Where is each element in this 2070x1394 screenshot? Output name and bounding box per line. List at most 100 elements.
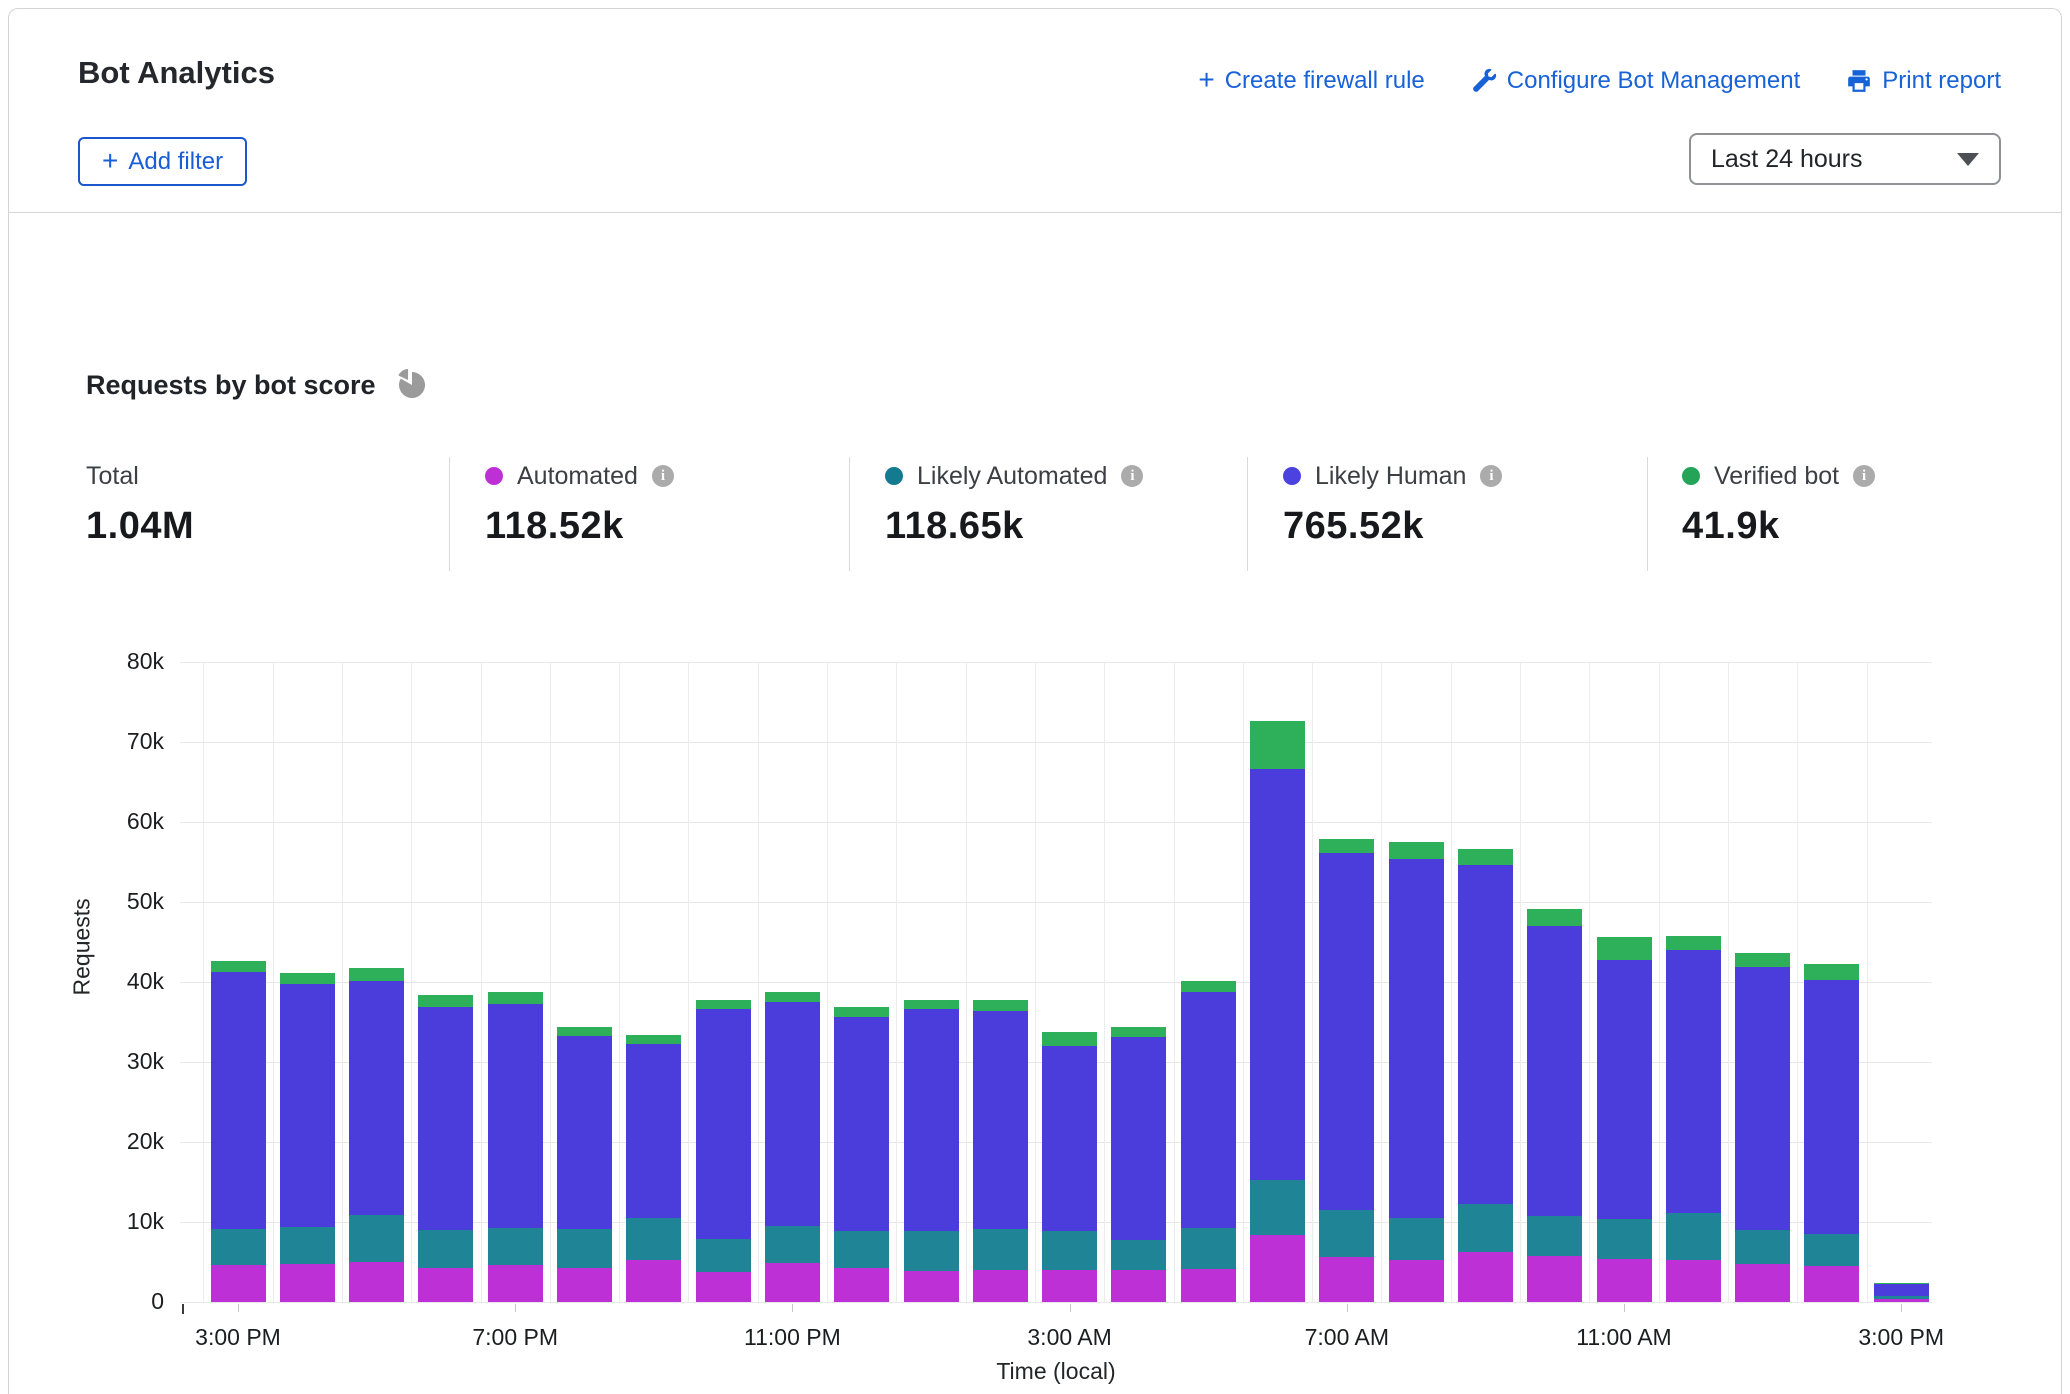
bar-segment-likely-human[interactable]	[765, 1002, 820, 1226]
bar-segment-likely-automated[interactable]	[349, 1215, 404, 1262]
bar-segment-verified-bot[interactable]	[1458, 849, 1513, 865]
bar-segment-likely-human[interactable]	[904, 1009, 959, 1231]
bar-segment-likely-human[interactable]	[626, 1044, 681, 1218]
bar-segment-verified-bot[interactable]	[1527, 909, 1582, 926]
bar-segment-verified-bot[interactable]	[1250, 721, 1305, 769]
bar-segment-likely-automated[interactable]	[1527, 1216, 1582, 1255]
bar-segment-likely-automated[interactable]	[1666, 1213, 1721, 1259]
bar-segment-likely-human[interactable]	[696, 1009, 751, 1239]
bar-segment-likely-automated[interactable]	[1458, 1204, 1513, 1252]
bar-segment-verified-bot[interactable]	[1874, 1283, 1929, 1284]
bar-segment-automated[interactable]	[1458, 1252, 1513, 1302]
bar-segment-automated[interactable]	[349, 1262, 404, 1302]
bar-segment-verified-bot[interactable]	[349, 968, 404, 981]
bar-segment-likely-automated[interactable]	[1042, 1231, 1097, 1270]
bar-segment-likely-automated[interactable]	[1111, 1240, 1166, 1270]
info-icon[interactable]: i	[652, 465, 674, 487]
bar-segment-likely-automated[interactable]	[1597, 1219, 1652, 1259]
bar-segment-automated[interactable]	[904, 1271, 959, 1302]
bar-segment-verified-bot[interactable]	[834, 1007, 889, 1017]
bar-segment-automated[interactable]	[696, 1272, 751, 1302]
bar-segment-automated[interactable]	[1111, 1270, 1166, 1302]
info-icon[interactable]: i	[1121, 465, 1143, 487]
bar-segment-likely-automated[interactable]	[211, 1229, 266, 1265]
bar-segment-verified-bot[interactable]	[904, 1000, 959, 1010]
bar-segment-automated[interactable]	[557, 1268, 612, 1302]
info-icon[interactable]: i	[1853, 465, 1875, 487]
bar-segment-likely-human[interactable]	[1458, 865, 1513, 1203]
bar-segment-automated[interactable]	[1319, 1257, 1374, 1302]
bar-segment-automated[interactable]	[834, 1268, 889, 1302]
add-filter-button[interactable]: + Add filter	[78, 137, 247, 186]
bar-segment-likely-human[interactable]	[1527, 926, 1582, 1216]
bar-segment-likely-human[interactable]	[1804, 980, 1859, 1234]
bar-segment-likely-automated[interactable]	[280, 1227, 335, 1265]
bar-segment-likely-human[interactable]	[973, 1011, 1028, 1229]
bar-segment-likely-human[interactable]	[834, 1017, 889, 1231]
bar-segment-automated[interactable]	[418, 1268, 473, 1302]
bar-segment-likely-automated[interactable]	[904, 1231, 959, 1271]
bar-segment-automated[interactable]	[488, 1265, 543, 1302]
bar-segment-likely-automated[interactable]	[418, 1230, 473, 1268]
bar-segment-likely-human[interactable]	[280, 984, 335, 1226]
bar-segment-automated[interactable]	[626, 1260, 681, 1302]
bar-segment-automated[interactable]	[1666, 1260, 1721, 1302]
bar-segment-likely-automated[interactable]	[1874, 1296, 1929, 1298]
bar-segment-likely-human[interactable]	[1874, 1284, 1929, 1297]
bar-segment-verified-bot[interactable]	[1597, 937, 1652, 960]
bar-segment-likely-human[interactable]	[1250, 769, 1305, 1180]
bar-segment-automated[interactable]	[280, 1264, 335, 1302]
bar-segment-likely-automated[interactable]	[488, 1228, 543, 1265]
bar-segment-verified-bot[interactable]	[1181, 981, 1236, 991]
time-range-select[interactable]: Last 24 hours	[1689, 133, 2001, 185]
bar-segment-likely-human[interactable]	[1597, 960, 1652, 1218]
bar-segment-automated[interactable]	[1181, 1269, 1236, 1302]
bar-segment-likely-automated[interactable]	[1250, 1180, 1305, 1234]
bar-segment-likely-human[interactable]	[418, 1007, 473, 1230]
bar-segment-verified-bot[interactable]	[488, 992, 543, 1004]
bar-segment-likely-human[interactable]	[488, 1004, 543, 1228]
bar-segment-verified-bot[interactable]	[765, 992, 820, 1002]
create-firewall-rule-link[interactable]: + Create firewall rule	[1198, 67, 1424, 95]
bar-segment-likely-automated[interactable]	[696, 1239, 751, 1272]
bar-segment-verified-bot[interactable]	[211, 961, 266, 971]
configure-bot-management-link[interactable]: Configure Bot Management	[1471, 67, 1801, 95]
bar-segment-verified-bot[interactable]	[626, 1035, 681, 1044]
bar-segment-verified-bot[interactable]	[696, 1000, 751, 1010]
bar-segment-likely-automated[interactable]	[1181, 1228, 1236, 1270]
bar-segment-verified-bot[interactable]	[1042, 1032, 1097, 1046]
bar-segment-verified-bot[interactable]	[1319, 839, 1374, 853]
bar-segment-likely-human[interactable]	[1319, 853, 1374, 1210]
bar-segment-likely-human[interactable]	[1111, 1037, 1166, 1239]
bar-segment-verified-bot[interactable]	[1111, 1027, 1166, 1037]
bar-segment-likely-automated[interactable]	[1389, 1218, 1444, 1260]
bar-segment-automated[interactable]	[1389, 1260, 1444, 1302]
bar-segment-automated[interactable]	[1042, 1270, 1097, 1302]
bar-segment-likely-human[interactable]	[557, 1036, 612, 1229]
bar-segment-verified-bot[interactable]	[1804, 964, 1859, 980]
bar-segment-automated[interactable]	[211, 1265, 266, 1302]
bar-segment-likely-automated[interactable]	[1735, 1230, 1790, 1264]
bar-segment-verified-bot[interactable]	[557, 1027, 612, 1037]
bar-segment-likely-human[interactable]	[1042, 1046, 1097, 1231]
bar-segment-likely-automated[interactable]	[973, 1229, 1028, 1270]
bar-segment-likely-automated[interactable]	[626, 1218, 681, 1260]
bar-segment-automated[interactable]	[1527, 1256, 1582, 1302]
bar-segment-likely-human[interactable]	[1735, 967, 1790, 1230]
bar-segment-verified-bot[interactable]	[280, 973, 335, 984]
bar-segment-automated[interactable]	[1804, 1266, 1859, 1302]
bar-segment-likely-human[interactable]	[1389, 859, 1444, 1218]
bar-segment-likely-automated[interactable]	[765, 1226, 820, 1263]
bar-segment-verified-bot[interactable]	[973, 1000, 1028, 1010]
bar-segment-likely-automated[interactable]	[1804, 1234, 1859, 1266]
bar-segment-likely-automated[interactable]	[1319, 1210, 1374, 1257]
bar-segment-verified-bot[interactable]	[418, 995, 473, 1007]
bar-segment-automated[interactable]	[1250, 1235, 1305, 1302]
bar-segment-automated[interactable]	[973, 1270, 1028, 1302]
bar-segment-automated[interactable]	[1597, 1259, 1652, 1302]
bar-segment-automated[interactable]	[1735, 1264, 1790, 1302]
print-report-link[interactable]: Print report	[1846, 67, 2001, 95]
bar-segment-likely-human[interactable]	[1181, 992, 1236, 1228]
bar-segment-likely-human[interactable]	[349, 981, 404, 1215]
bar-segment-likely-human[interactable]	[211, 972, 266, 1230]
